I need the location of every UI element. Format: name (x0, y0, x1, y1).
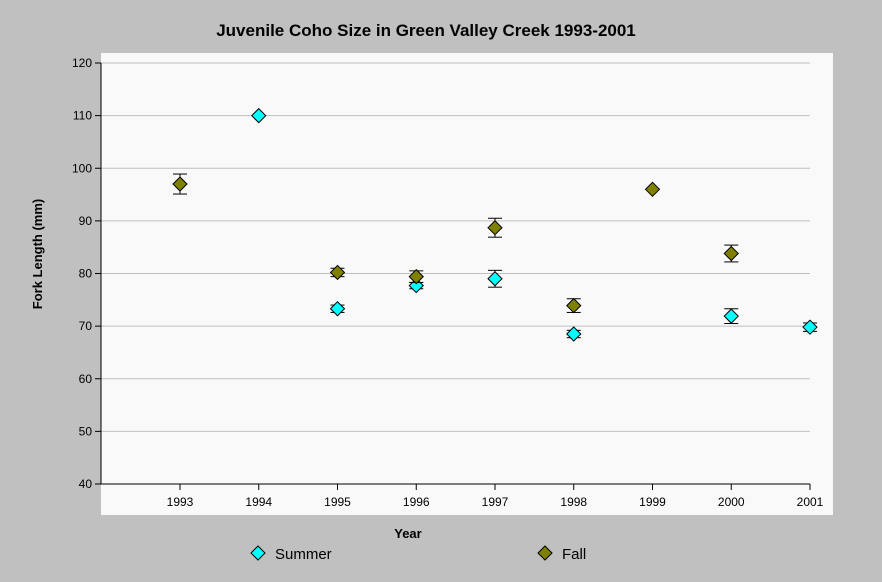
data-point-summer (566, 326, 582, 342)
legend-marker-fall (537, 545, 553, 561)
x-tick-label: 2000 (718, 495, 745, 509)
x-tick-label: 2001 (797, 495, 824, 509)
data-point-summer (802, 319, 818, 335)
legend-marker-summer (250, 545, 266, 561)
plot-area (101, 53, 833, 515)
data-point-fall (723, 245, 739, 262)
legend-label-fall: Fall (562, 546, 586, 563)
y-tick-label: 80 (79, 267, 93, 281)
y-axis-ticks: 40 50 60 70 80 90 100 110 120 (72, 56, 101, 491)
y-tick-label: 40 (79, 477, 93, 491)
y-tick-label: 120 (72, 56, 92, 70)
y-axis-label: Fork Length (mm) (30, 199, 45, 310)
x-tick-label: 1996 (403, 495, 430, 509)
data-point-fall (172, 176, 188, 192)
data-point-fall (566, 297, 582, 314)
y-tick-label: 90 (79, 214, 93, 228)
data-point-summer (329, 301, 346, 317)
x-tick-label: 1999 (639, 495, 666, 509)
data-point-fall (329, 264, 346, 281)
x-tick-label: 1998 (560, 495, 587, 509)
y-tick-label: 50 (79, 424, 93, 438)
x-tick-label: 1997 (482, 495, 509, 509)
x-axis-ticks: 1993 1994 1995 1996 1997 1998 1999 2000 2001 (167, 484, 824, 509)
x-axis-label: Year (394, 526, 421, 541)
y-tick-label: 110 (73, 109, 92, 123)
data-point-summer (487, 271, 503, 287)
x-tick-label: 1995 (324, 495, 351, 509)
data-point-summer (251, 107, 267, 124)
y-tick-label: 100 (72, 161, 92, 175)
data-marks (172, 107, 818, 342)
chart-title: Juvenile Coho Size in Green Valley Creek… (216, 21, 636, 40)
data-point-summer (723, 308, 739, 324)
y-tick-label: 60 (79, 372, 93, 386)
x-tick-label: 1993 (167, 495, 194, 509)
data-point-fall (644, 181, 661, 198)
data-point-fall (487, 220, 503, 236)
legend: Summer Fall (250, 545, 586, 563)
y-tick-label: 70 (79, 319, 93, 333)
x-tick-label: 1994 (245, 495, 272, 509)
legend-label-summer: Summer (275, 546, 332, 563)
data-point-fall (408, 268, 424, 285)
grid-lines (101, 62, 810, 432)
